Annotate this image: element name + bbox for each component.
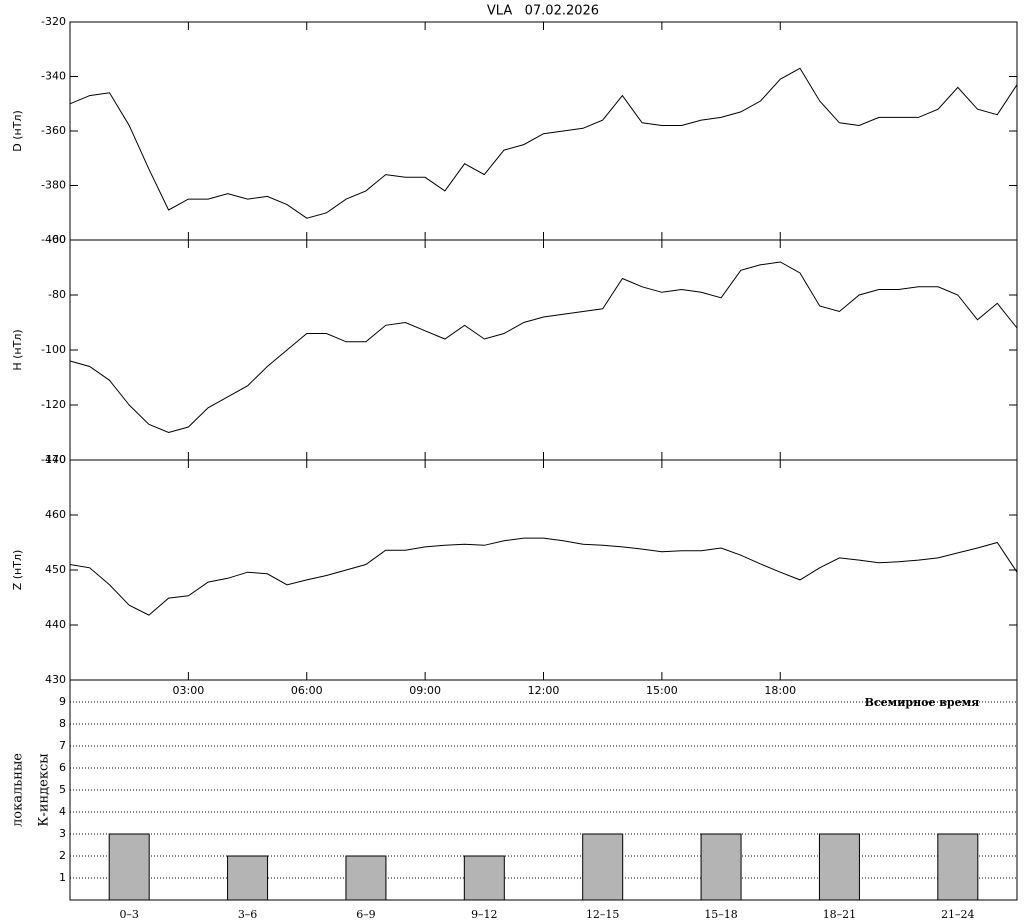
- x-tick-label: 9–12: [471, 908, 498, 921]
- x-tick-label: 12:00: [528, 684, 560, 697]
- y-tick-label: 2: [59, 849, 66, 862]
- x-tick-label: 15:00: [646, 684, 678, 697]
- data-line: [69, 261, 1018, 434]
- y-tick-label: -320: [41, 15, 66, 28]
- y-tick-label: 9: [59, 695, 66, 708]
- x-tick-label: 0–3: [119, 908, 139, 921]
- y-axis-label: локальные: [11, 753, 26, 827]
- y-tick-label: 460: [45, 508, 66, 521]
- y-tick-label: 450: [45, 563, 66, 576]
- x-tick-label: 15–18: [704, 908, 738, 921]
- bar: [700, 833, 742, 901]
- data-line: [69, 67, 1018, 219]
- data-line: [69, 537, 1018, 616]
- panel-frame: [69, 459, 1018, 681]
- bar: [937, 833, 979, 901]
- y-tick-label: 3: [59, 827, 66, 840]
- y-tick-label: -340: [41, 70, 66, 83]
- x-tick-label: 12–15: [586, 908, 620, 921]
- chart-title: VLA 07.02.2026: [487, 4, 599, 19]
- y-tick-label: -140: [41, 453, 66, 466]
- y-tick-label: 1: [59, 871, 66, 884]
- y-tick-label: -60: [48, 233, 66, 246]
- x-tick-label: 3–6: [238, 908, 258, 921]
- y-tick-label: -380: [41, 179, 66, 192]
- panel-frame: [69, 21, 1018, 241]
- x-tick-label: 06:00: [291, 684, 323, 697]
- x-tick-label: 18:00: [764, 684, 796, 697]
- y-tick-label: 430: [45, 673, 66, 686]
- bar: [345, 855, 387, 901]
- y-tick-label: 440: [45, 618, 66, 631]
- y-axis-label: H (нТл): [11, 329, 24, 370]
- y-tick-label: 8: [59, 717, 66, 730]
- y-axis-label: D (нТл): [11, 110, 24, 152]
- y-tick-label: -120: [41, 398, 66, 411]
- y-tick-label: 470: [45, 453, 66, 466]
- y-tick-label: -100: [41, 343, 66, 356]
- y-axis-label: Z (нТл): [11, 550, 24, 591]
- y-axis-label: К-индексы: [37, 753, 52, 826]
- x-tick-label: 18–21: [823, 908, 857, 921]
- bar: [227, 855, 269, 901]
- bar: [108, 833, 150, 901]
- y-tick-label: -80: [48, 288, 66, 301]
- panel-frame: [69, 239, 1018, 461]
- bar: [582, 833, 624, 901]
- y-tick-label: 5: [59, 783, 66, 796]
- x-tick-label: 6–9: [356, 908, 376, 921]
- y-tick-label: -360: [41, 124, 66, 137]
- x-tick-label: 03:00: [173, 684, 205, 697]
- x-tick-label: 21–24: [941, 908, 975, 921]
- bar: [463, 855, 505, 901]
- bar: [818, 833, 860, 901]
- y-tick-label: 7: [59, 739, 66, 752]
- x-tick-label: 09:00: [409, 684, 441, 697]
- y-tick-label: 6: [59, 761, 66, 774]
- y-tick-label: 4: [59, 805, 66, 818]
- y-tick-label: -400: [41, 233, 66, 246]
